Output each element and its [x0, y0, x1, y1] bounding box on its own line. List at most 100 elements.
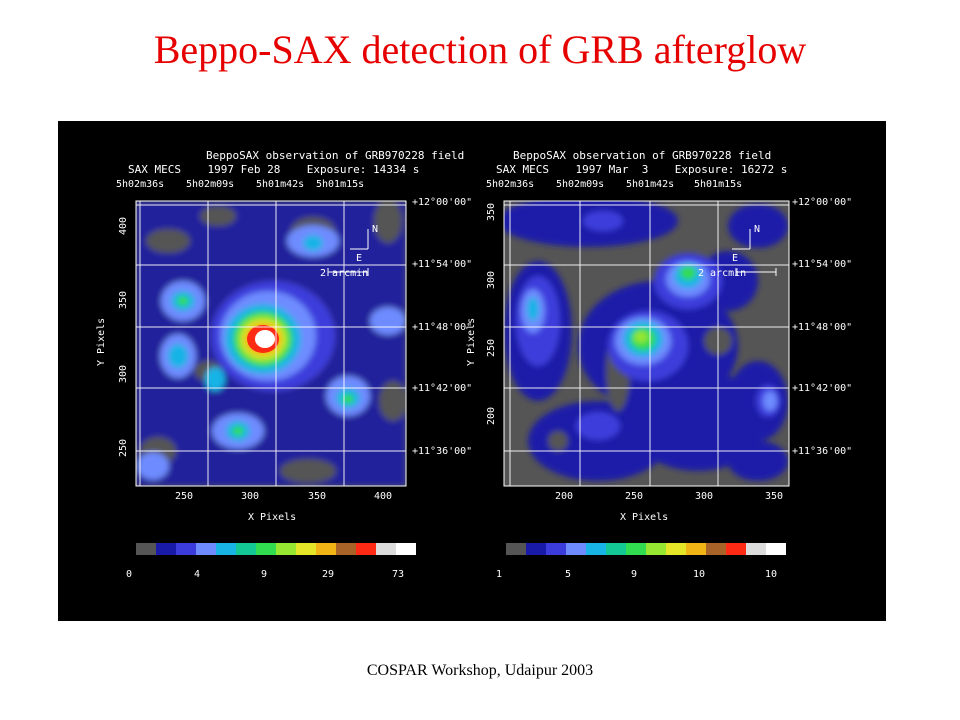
colorbar-swatch: [606, 543, 626, 555]
left-ra-tick: 5h02m36s: [116, 179, 164, 190]
right-colorbar-label: 10: [765, 569, 777, 580]
left-dec-tick: +11°36'00": [412, 446, 472, 457]
left-header-line2: SAX MECS 1997 Feb 28 Exposure: 14334 s: [128, 163, 419, 176]
slide-footer: COSPAR Workshop, Udaipur 2003: [366, 662, 594, 679]
right-compass: [732, 229, 777, 276]
left-ra-tick: 5h02m09s: [186, 179, 234, 190]
right-compass-e: E: [732, 253, 738, 264]
colorbar-swatch: [236, 543, 256, 555]
right-colorbar-label: 9: [631, 569, 637, 580]
left-x-tick: 400: [374, 491, 392, 502]
left-ra-ticks: 5h02m36s 5h02m09s 5h01m42s 5h01m15s: [116, 179, 364, 190]
right-y-tick: 250: [486, 339, 497, 357]
left-compass-n: N: [372, 224, 378, 235]
left-dec-ticks: +12°00'00" +11°54'00" +11°48'00" +11°42'…: [412, 197, 472, 457]
right-dec-tick: +11°36'00": [792, 446, 852, 457]
right-dec-tick: +11°48'00": [792, 322, 852, 333]
left-header-line1: BeppoSAX observation of GRB970228 field: [206, 149, 464, 162]
colorbar-swatch: [646, 543, 666, 555]
left-y-tick: 300: [118, 365, 129, 383]
left-y-label: Y Pixels: [96, 318, 107, 366]
colorbar-swatch: [176, 543, 196, 555]
figure-svg: BeppoSAX observation of GRB970228 field …: [96, 149, 852, 580]
right-image: [504, 201, 789, 486]
right-x-tick: 350: [765, 491, 783, 502]
colorbar-swatch: [216, 543, 236, 555]
right-compass-n: N: [754, 224, 760, 235]
right-x-label: X Pixels: [620, 512, 668, 523]
colorbar-swatch: [296, 543, 316, 555]
right-x-tick: 200: [555, 491, 573, 502]
left-compass-scale: 2 arcmin: [320, 268, 368, 279]
right-compass-scale: 2 arcmin: [698, 268, 746, 279]
right-y-label: Y Pixels: [466, 318, 477, 366]
left-x-ticks: 250 300 350 400: [175, 491, 392, 502]
left-compass-e: E: [356, 253, 362, 264]
left-y-tick: 250: [118, 439, 129, 457]
left-colorbar-labels: 0 4 9 29 73: [126, 569, 404, 580]
left-image: [136, 201, 406, 486]
right-dec-ticks: +12°00'00" +11°54'00" +11°48'00" +11°42'…: [792, 197, 852, 457]
left-dec-tick: +11°54'00": [412, 259, 472, 270]
left-dec-tick: +11°42'00": [412, 383, 472, 394]
colorbar-swatch: [396, 543, 416, 555]
left-x-label: X Pixels: [248, 512, 296, 523]
left-colorbar-label: 9: [261, 569, 267, 580]
right-ra-tick: 5h01m15s: [694, 179, 742, 190]
left-panel: BeppoSAX observation of GRB970228 field …: [96, 149, 472, 580]
right-y-tick: 200: [486, 407, 497, 425]
colorbar-swatch: [546, 543, 566, 555]
colorbar-swatch: [526, 543, 546, 555]
colorbar-swatch: [276, 543, 296, 555]
left-ra-tick: 5h01m15s: [316, 179, 364, 190]
right-colorbar-labels: 1 5 9 10 10: [496, 569, 777, 580]
right-x-tick: 250: [625, 491, 643, 502]
right-y-tick: 350: [486, 203, 497, 221]
left-colorbar: [136, 543, 416, 555]
right-ra-ticks: 5h02m36s 5h02m09s 5h01m42s 5h01m15s: [486, 179, 742, 190]
colorbar-swatch: [316, 543, 336, 555]
right-colorbar-label: 10: [693, 569, 705, 580]
left-colorbar-label: 0: [126, 569, 132, 580]
right-panel: BeppoSAX observation of GRB970228 field …: [466, 149, 852, 580]
colorbar-swatch: [766, 543, 786, 555]
right-header-line1: BeppoSAX observation of GRB970228 field: [513, 149, 771, 162]
colorbar-swatch: [376, 543, 396, 555]
right-dec-tick: +11°54'00": [792, 259, 852, 270]
left-dec-tick: +11°48'00": [412, 322, 472, 333]
left-colorbar-label: 29: [322, 569, 334, 580]
right-y-tick: 300: [486, 271, 497, 289]
left-x-tick: 350: [308, 491, 326, 502]
left-colorbar-label: 4: [194, 569, 200, 580]
left-ra-tick: 5h01m42s: [256, 179, 304, 190]
left-dec-tick: +12°00'00": [412, 197, 472, 208]
colorbar-swatch: [726, 543, 746, 555]
left-colorbar-label: 73: [392, 569, 404, 580]
colorbar-swatch: [746, 543, 766, 555]
left-y-tick: 400: [118, 217, 129, 235]
right-colorbar-label: 1: [496, 569, 502, 580]
colorbar-swatch: [156, 543, 176, 555]
right-colorbar-label: 5: [565, 569, 571, 580]
colorbar-swatch: [586, 543, 606, 555]
left-y-ticks: 400 350 300 250: [118, 217, 129, 457]
colorbar-swatch: [626, 543, 646, 555]
colorbar-swatch: [196, 543, 216, 555]
right-y-ticks: 350 300 250 200: [486, 203, 497, 425]
right-header-line2: SAX MECS 1997 Mar 3 Exposure: 16272 s: [496, 163, 787, 176]
colorbar-swatch: [356, 543, 376, 555]
right-ra-tick: 5h01m42s: [626, 179, 674, 190]
colorbar-swatch: [506, 543, 526, 555]
grb-figure: BeppoSAX observation of GRB970228 field …: [58, 121, 886, 621]
left-compass: [327, 229, 369, 276]
colorbar-swatch: [136, 543, 156, 555]
colorbar-swatch: [566, 543, 586, 555]
colorbar-swatch: [256, 543, 276, 555]
colorbar-swatch: [686, 543, 706, 555]
colorbar-swatch: [336, 543, 356, 555]
right-colorbar: [506, 543, 786, 555]
right-dec-tick: +11°42'00": [792, 383, 852, 394]
right-x-ticks: 200 250 300 350: [555, 491, 783, 502]
left-x-tick: 250: [175, 491, 193, 502]
colorbar-swatch: [706, 543, 726, 555]
